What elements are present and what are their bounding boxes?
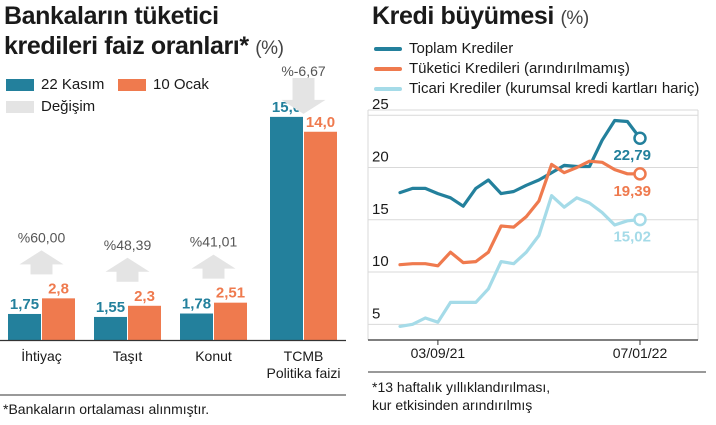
legend-item-ticari: Ticari Krediler (kurumsal kredi kartları… [374, 80, 699, 97]
change-label: %-6,67 [281, 63, 326, 79]
category-label: TCMB [284, 348, 324, 364]
series-end-marker [633, 167, 647, 181]
legend-item-toplam: Toplam Krediler [374, 40, 513, 57]
change-label: %48,39 [104, 237, 152, 253]
growth-footnote-line1: *13 haftalık yıllıklandırılması, [372, 379, 551, 395]
bar-10-ocak [214, 302, 247, 340]
series-end-label: 15,02 [613, 229, 651, 246]
growth-footnote-line2: kur etkisinden arındırılmış [372, 397, 533, 413]
bar-22-kasim [94, 316, 127, 340]
legend-item-tuketici: Tüketici Kredileri (arındırılmamış) [374, 60, 630, 77]
legend-label-10-ocak: 10 Ocak [153, 76, 209, 93]
legend-swatch-10-ocak [118, 78, 146, 91]
rates-title-line2: kredileri faiz oranları* (%) [4, 32, 284, 61]
bar-10-ocak [304, 131, 337, 340]
credit-growth-panel: Kredi büyümesi (%) Toplam Krediler Tüket… [360, 0, 716, 425]
series-end-label: 22,79 [613, 147, 651, 164]
bar-10-ocak [128, 305, 161, 340]
legend-swatch-degisim [6, 100, 34, 113]
category-label: Konut [195, 348, 232, 364]
series-line [398, 159, 642, 268]
bar-value-label: 14,0 [306, 114, 335, 131]
rates-title-line1: Bankaların tüketici [4, 2, 219, 30]
change-arrow-up-icon [19, 250, 64, 275]
rates-panel: Bankaların tüketici kredileri faiz oranl… [0, 0, 350, 425]
change-label: %60,00 [18, 229, 66, 245]
growth-title: Kredi büyümesi (%) [372, 2, 589, 31]
legend-line-ticari [374, 86, 402, 91]
bar-22-kasim [8, 313, 41, 340]
legend-label-ticari: Ticari Krediler (kurumsal kredi kartları… [409, 80, 700, 97]
series-line [398, 194, 642, 328]
bar-10-ocak [42, 298, 75, 340]
change-arrow-up-icon [191, 254, 236, 279]
series-end-marker [633, 131, 647, 145]
bar-value-label: 1,75 [10, 296, 39, 313]
bar-value-label: 2,3 [134, 288, 155, 305]
y-tick-label: 20 [372, 149, 389, 166]
legend-label-toplam: Toplam Krediler [409, 40, 514, 57]
credit-growth-line-chart: 5 10 15 20 25 03/09/21 07/01/22 22,79 19,39 15,02 [367, 96, 706, 373]
y-tick-label: 15 [372, 201, 389, 218]
y-tick-label: 10 [372, 253, 389, 270]
growth-title-unit: (%) [560, 8, 590, 29]
x-tick-label: 07/01/22 [613, 345, 668, 361]
bar-value-label: 1,55 [96, 299, 125, 316]
legend-line-tuketici [374, 66, 402, 71]
legend-item-10-ocak: 10 Ocak [118, 76, 209, 93]
series-end-marker [633, 212, 647, 227]
category-label: İhtiyaç [21, 347, 61, 364]
legend-line-toplam [374, 46, 402, 51]
change-arrow-up-icon [105, 257, 150, 282]
bar-value-label: 2,8 [48, 280, 69, 297]
bar-22-kasim [270, 116, 303, 340]
growth-title-text: Kredi büyümesi [372, 2, 554, 30]
y-tick-label: 5 [372, 305, 380, 322]
series-end-label: 19,39 [613, 183, 651, 200]
category-label: Politika faizi [267, 365, 341, 381]
rates-title-text: kredileri faiz oranları* [4, 32, 249, 60]
bar-22-kasim [180, 313, 213, 340]
legend-label-tuketici: Tüketici Kredileri (arındırılmamış) [409, 60, 630, 77]
legend-item-degisim: Değişim [6, 98, 95, 115]
x-tick-label: 03/09/21 [411, 345, 466, 361]
legend-label-22-kasim: 22 Kasım [41, 76, 105, 93]
category-label: Taşıt [113, 348, 143, 364]
legend-label-degisim: Değişim [41, 98, 96, 115]
rates-title-unit: (%) [255, 38, 284, 59]
bar-value-label: 1,78 [182, 296, 211, 313]
legend-item-22-kasim: 22 Kasım [6, 76, 104, 93]
change-label: %41,01 [190, 234, 238, 250]
bar-value-label: 2,51 [216, 285, 245, 302]
rates-footnote: *Bankaların ortalaması alınmıştır. [3, 401, 210, 417]
legend-swatch-22-kasim [6, 78, 34, 91]
change-arrow-down-icon [281, 78, 326, 114]
rates-bar-chart: 1,75 2,8 %60,00 İhtiyaç 1,55 2,3 %48,39 Taşıt 1,… [0, 63, 346, 396]
y-tick-label: 25 [372, 96, 389, 113]
series-line [398, 118, 642, 208]
